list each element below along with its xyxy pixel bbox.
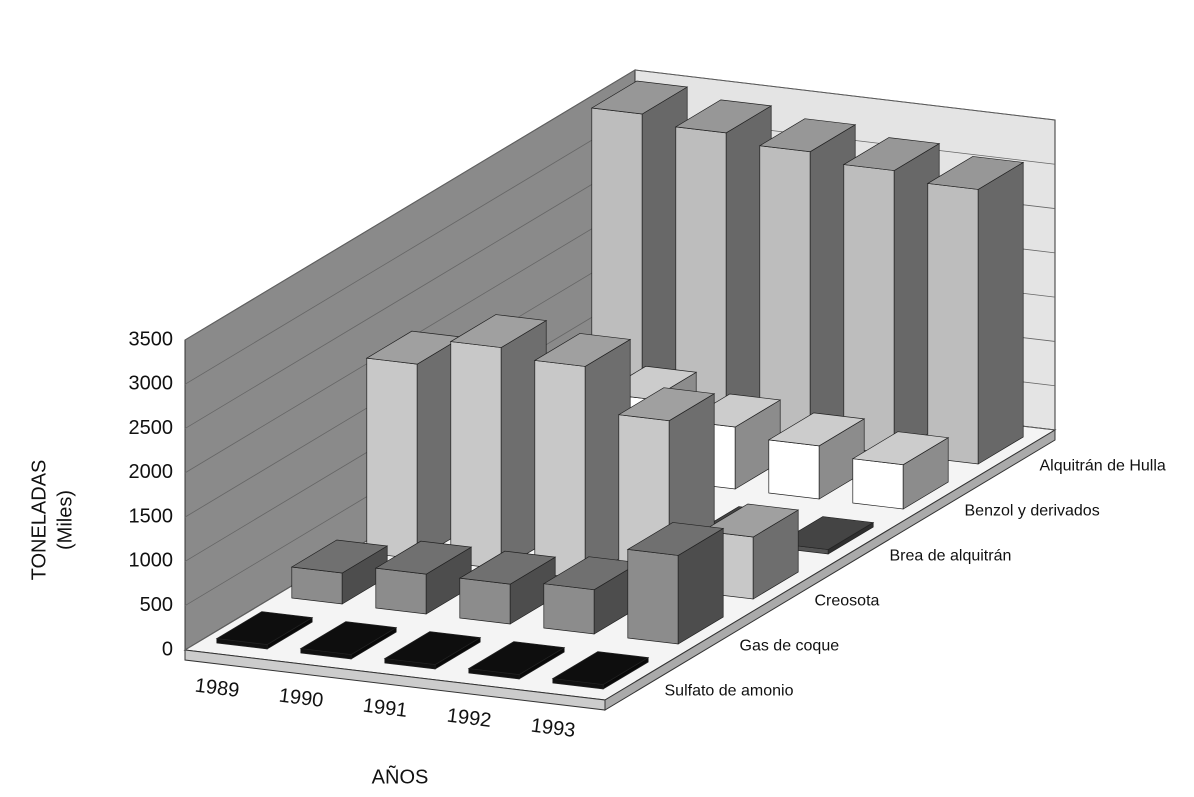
bar-top xyxy=(374,540,473,575)
bar-top xyxy=(674,99,773,134)
bar xyxy=(374,540,473,615)
y-axis-subtitle: (Miles) xyxy=(54,490,76,550)
series-label: Sulfato de amonio xyxy=(665,683,794,700)
x-tick-label: 1993 xyxy=(530,715,577,742)
bar-top xyxy=(383,631,482,665)
bar-front xyxy=(927,183,979,465)
bar-front xyxy=(459,577,511,625)
bar-front xyxy=(450,341,502,570)
bar xyxy=(383,631,482,670)
bar-top xyxy=(551,651,650,685)
bar-front xyxy=(375,567,427,615)
bar-top xyxy=(626,522,725,556)
y-tick-label: 3500 xyxy=(129,328,174,350)
bar-top xyxy=(290,539,389,574)
series-label: Benzol y derivados xyxy=(965,503,1100,520)
y-tick-label: 2000 xyxy=(129,461,174,483)
bar-top xyxy=(758,118,857,153)
bar xyxy=(851,431,950,510)
bar-front xyxy=(534,360,586,580)
bar xyxy=(449,314,548,570)
grid-line xyxy=(184,69,1056,341)
y-axis-title: TONELADAS xyxy=(28,460,50,581)
bar-top xyxy=(299,621,398,655)
bar-top xyxy=(533,333,632,367)
series-label: Creosota xyxy=(815,593,880,610)
bar xyxy=(467,641,566,680)
bar-front xyxy=(543,583,595,635)
bar-top xyxy=(215,611,314,645)
floor-edge-right xyxy=(604,429,1056,711)
bar-front xyxy=(366,357,418,560)
y-tick-label: 0 xyxy=(162,638,173,660)
bar xyxy=(290,539,389,605)
bar-top xyxy=(449,314,548,348)
bar-front xyxy=(627,549,679,645)
x-tick-label: 1989 xyxy=(194,675,241,702)
bar xyxy=(551,651,650,690)
bar-top xyxy=(776,516,875,550)
bar-top xyxy=(467,641,566,675)
bar-front xyxy=(291,566,343,605)
y-tick-label: 1500 xyxy=(129,505,174,527)
bar-top xyxy=(701,503,800,538)
y-tick-label: 1000 xyxy=(129,550,174,572)
series-label: Brea de alquitrán xyxy=(890,548,1012,565)
bar-top xyxy=(617,387,716,422)
bar xyxy=(533,333,632,580)
bar-side xyxy=(977,161,1024,465)
bar-front xyxy=(843,164,895,455)
bar xyxy=(626,522,725,645)
bar-top xyxy=(590,80,689,115)
bar-top xyxy=(851,431,950,466)
bar xyxy=(767,412,866,500)
bar-top xyxy=(926,156,1025,190)
bar xyxy=(299,621,398,660)
bar-front xyxy=(768,439,820,500)
bar xyxy=(926,156,1025,465)
y-tick-label: 3000 xyxy=(129,373,174,395)
bar xyxy=(758,118,857,445)
bar xyxy=(458,550,557,625)
bar-top xyxy=(842,137,941,171)
bar xyxy=(365,330,464,560)
x-tick-label: 1992 xyxy=(446,705,493,732)
bar xyxy=(215,611,314,650)
bar-top xyxy=(767,412,866,447)
y-tick-label: 500 xyxy=(140,594,173,616)
bar xyxy=(842,137,941,455)
bar-top xyxy=(458,550,557,585)
x-axis-title: AÑOS xyxy=(372,764,429,788)
series-label: Alquitrán de Hulla xyxy=(1040,458,1166,475)
x-tick-label: 1991 xyxy=(362,695,409,722)
x-tick-label: 1990 xyxy=(278,685,325,712)
y-tick-label: 2500 xyxy=(129,417,174,439)
series-label: Gas de coque xyxy=(740,638,840,655)
bar-front xyxy=(852,458,904,510)
